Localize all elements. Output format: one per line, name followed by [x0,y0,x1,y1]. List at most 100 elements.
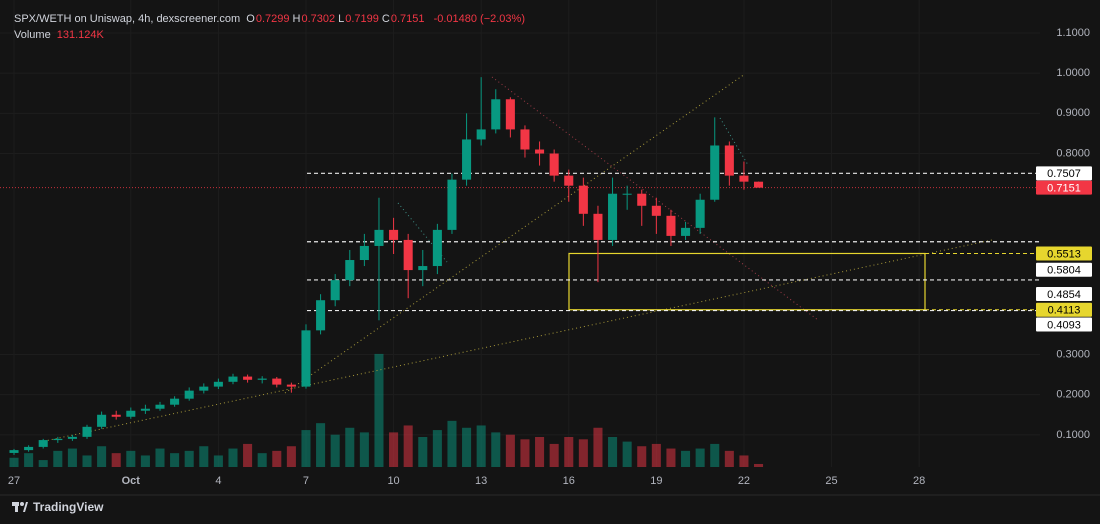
candle-body [257,378,267,380]
candle-body [695,199,705,228]
volume-bar [476,425,486,467]
brand: TradingView [12,500,103,514]
volume-bar [739,455,749,467]
volume-bar [535,437,545,467]
candle-body [578,185,588,214]
volume-bar [608,437,618,467]
volume-bar [184,450,194,467]
candle-body [97,414,107,427]
volume-bar [257,453,267,467]
symbol: SPX/WETH on Uniswap, 4h, dexscreener.com [14,13,241,25]
ohlc-value: 0.7299 [255,13,290,25]
candle-body [418,266,428,271]
x-tick-label: 28 [913,475,925,487]
volume-bar [111,453,121,467]
candle-body [608,193,618,240]
price-label-box [1036,262,1092,277]
volume-bar [666,448,676,467]
candle-body [403,239,413,271]
y-tick-label: 0.3000 [1056,348,1090,360]
candle-body [330,280,340,301]
volume-bar [447,420,457,467]
ohlc: O0.7299 H0.7302 L0.7199 C0.7151 [246,13,427,25]
candle-body [316,300,326,331]
brand-logo [12,502,28,512]
candle-body [374,229,384,246]
candle-body [666,215,676,236]
candle-body [345,260,355,281]
x-tick-label: 16 [563,475,575,487]
volume-bar [462,427,472,467]
volume-bar [82,455,92,467]
trendline [284,73,746,394]
trendline [39,239,993,443]
price-label-box [1036,286,1092,301]
volume-key: Volume [14,29,51,41]
y-tick-label: 0.2000 [1056,389,1090,401]
brand-name: TradingView [33,500,104,514]
volume-bar [272,450,282,467]
candle-body [505,99,515,130]
candle-body [535,149,545,154]
legend-line-1: SPX/WETH on Uniswap, 4h, dexscreener.com… [14,13,528,25]
volume-bar [754,463,764,467]
candle-body [739,175,749,182]
zone [568,252,926,311]
ohlc-key: L [338,13,345,25]
x-tick-label: 22 [738,475,750,487]
candle-body [126,410,136,417]
candle-body [651,205,661,216]
volume-bar [97,446,107,467]
volume-bar [418,437,428,467]
candle-body [199,386,209,391]
candle-body [184,390,194,399]
volume-bar [316,423,326,467]
volume-bar [389,432,399,467]
axis-layer: 0.1000 0.2000 0.3000 0.8000 0.9000 1.0000 1.10… [0,27,1100,496]
volume-bar [374,353,384,467]
volume-bar [491,432,501,467]
candle-body [681,227,691,236]
zone-label-box [1036,302,1092,317]
candle-body [359,245,369,261]
candle-body [564,175,574,186]
price-label-box [1036,166,1092,181]
volume-bar [549,443,559,467]
candle-body [213,381,223,387]
candle-body [170,398,180,405]
price-label: 0.5804 [1047,265,1081,277]
x-tick-label: 19 [650,475,662,487]
candle-body [724,145,734,176]
volume-bar [345,427,355,467]
y-tick-label: 0.1000 [1056,429,1090,441]
change: -0.01480 (−2.03%) [433,13,525,25]
volume-bar [622,441,632,467]
candle-body [82,426,92,437]
price-layer [0,77,1040,455]
volume-value: 131.124K [56,29,104,41]
volume-bar [564,437,574,467]
volume-bar [359,432,369,467]
zone-label: 0.4113 [1048,305,1081,317]
x-tick-label: 13 [475,475,487,487]
volume-bar [140,455,150,467]
price-label: 0.7507 [1047,168,1081,180]
grid-layer [0,0,1040,467]
x-tick-label: 25 [825,475,837,487]
volume-bar [578,439,588,467]
y-tick-label: 0.9000 [1056,107,1090,119]
candle-body [637,193,647,206]
x-tick-label: 4 [215,475,221,487]
candle-body [462,139,472,180]
x-tick-label: 27 [8,475,20,487]
candle-body [243,376,253,380]
candle-body [301,330,311,387]
volume-bar [24,453,34,467]
volume-bar [403,425,413,467]
volume-bar [67,448,77,467]
trendlines [39,73,993,443]
ohlc-value: 0.7151 [390,13,425,25]
volume-bar [637,446,647,467]
trendline [397,202,448,263]
